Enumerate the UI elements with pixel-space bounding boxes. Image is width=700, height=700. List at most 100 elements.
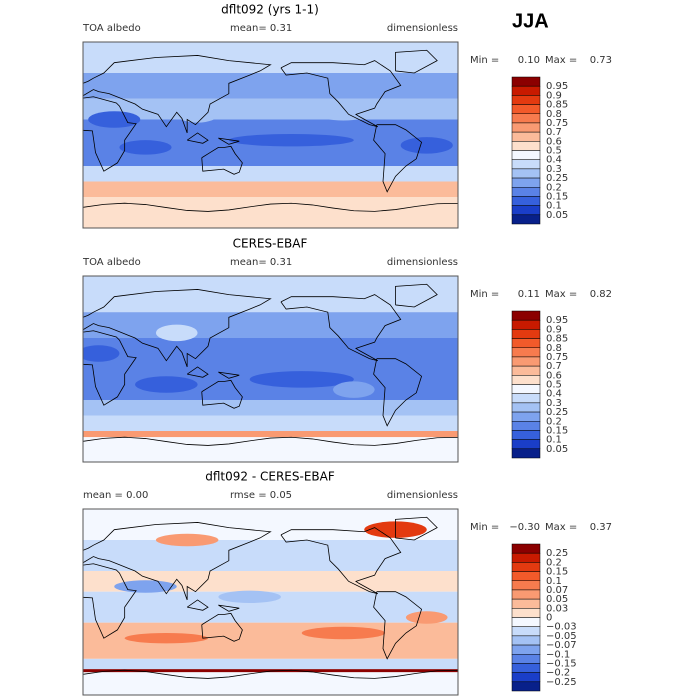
coastline — [395, 516, 438, 541]
panel-left-label: mean = 0.00 — [83, 490, 148, 501]
coastline — [83, 522, 272, 601]
colorbar-label: 0.8 — [546, 343, 562, 354]
coastline — [83, 96, 137, 172]
colorbar-label: 0.05 — [546, 594, 568, 605]
map-region — [135, 376, 198, 393]
map-band — [83, 437, 458, 462]
colorbar-box — [511, 150, 541, 160]
map-region — [317, 108, 370, 121]
panel-title: dflt092 - CERES-EBAF — [205, 470, 335, 484]
colorbar-box — [511, 439, 541, 450]
coastline — [373, 591, 423, 660]
colorbar-label: 0.1 — [546, 201, 562, 212]
map-region — [124, 633, 208, 644]
map-frame — [82, 508, 459, 696]
colorbar-box — [511, 113, 541, 124]
map-band — [83, 42, 458, 73]
colorbar-box — [511, 626, 541, 637]
colorbar-label: 0.75 — [546, 352, 568, 363]
panel-center-label: rmse = 0.05 — [230, 490, 292, 501]
coastline — [395, 49, 438, 74]
map-region — [88, 111, 141, 128]
colorbar-box — [511, 329, 541, 339]
panel-title: CERES-EBAF — [233, 237, 308, 251]
max-value: 0.73 — [590, 55, 612, 66]
coastline — [201, 379, 243, 409]
min-label: Min = — [470, 289, 499, 300]
coastline — [280, 294, 402, 362]
colorbar-box — [511, 159, 541, 170]
colorbar-label: 0 — [546, 613, 552, 624]
colorbar-box — [511, 393, 541, 404]
map-band — [83, 338, 458, 400]
colorbar-label: 0.05 — [546, 210, 568, 221]
colorbar-label: −0.03 — [546, 622, 577, 633]
min-value: −0.30 — [509, 522, 540, 533]
colorbar-label: 0.5 — [546, 146, 562, 157]
colorbar-box — [511, 598, 541, 609]
colorbar-box — [511, 196, 541, 206]
map-band — [83, 73, 458, 99]
colorbar-label: 0.15 — [546, 425, 568, 436]
colorbar-box — [511, 104, 541, 114]
coastline — [373, 124, 423, 193]
colorbar-label: −0.25 — [546, 677, 577, 688]
colorbar-label: 0.03 — [546, 603, 568, 614]
coastline — [83, 563, 137, 639]
min-value: 0.11 — [518, 289, 540, 300]
map-band — [83, 540, 458, 571]
colorbar-label: 0.6 — [546, 370, 562, 381]
colorbar-box — [511, 672, 541, 683]
colorbar-box — [511, 168, 541, 179]
colorbar-box — [511, 580, 541, 591]
min-value: 0.10 — [518, 55, 540, 66]
colorbar-label: 0.85 — [546, 100, 568, 111]
map-region — [405, 611, 448, 624]
max-value: 0.37 — [590, 522, 612, 533]
colorbar-label: 0.6 — [546, 136, 562, 147]
colorbar-box — [511, 338, 541, 348]
map-band — [83, 312, 458, 338]
colorbar-box — [511, 177, 541, 188]
map-band — [83, 197, 458, 228]
colorbar-box — [511, 384, 541, 394]
colorbar-box — [511, 654, 541, 664]
colorbar-label: 0.9 — [546, 324, 562, 335]
min-label: Min = — [470, 522, 499, 533]
map-band — [83, 400, 458, 416]
coastline — [83, 669, 458, 679]
season-label: JJA — [512, 10, 549, 32]
colorbar-box — [511, 347, 541, 358]
colorbar-label: 0.4 — [546, 155, 562, 166]
colorbar-box — [511, 76, 541, 87]
colorbar-label: 0.3 — [546, 398, 562, 409]
colorbar-box — [511, 589, 541, 600]
panel-center-label: mean= 0.31 — [230, 257, 292, 268]
colorbar-label: 0.95 — [546, 315, 568, 326]
colorbar-box — [511, 319, 541, 330]
panel-center-label: mean= 0.31 — [230, 23, 292, 34]
map-band — [83, 166, 458, 182]
colorbar-label: 0.15 — [546, 191, 568, 202]
colorbar-box — [511, 141, 541, 151]
map-band — [83, 431, 458, 438]
colorbar-label: 0.7 — [546, 127, 562, 138]
coastline — [395, 283, 438, 308]
coastline — [83, 55, 272, 134]
coastline — [201, 145, 243, 175]
colorbar-box — [511, 402, 541, 413]
colorbar-box — [511, 421, 541, 431]
map-region — [176, 106, 219, 123]
colorbar-label: 0.1 — [546, 576, 562, 587]
coastline — [83, 202, 458, 212]
colorbar-box — [511, 214, 541, 225]
max-label: Max = — [545, 289, 577, 300]
colorbar-box — [511, 85, 541, 96]
panel-title: dflt092 (yrs 1-1) — [221, 3, 319, 17]
coastline — [373, 358, 423, 427]
map-region — [119, 140, 172, 155]
map-region — [400, 137, 453, 154]
map-region — [83, 345, 120, 362]
map — [83, 42, 458, 228]
coastline — [280, 60, 402, 128]
